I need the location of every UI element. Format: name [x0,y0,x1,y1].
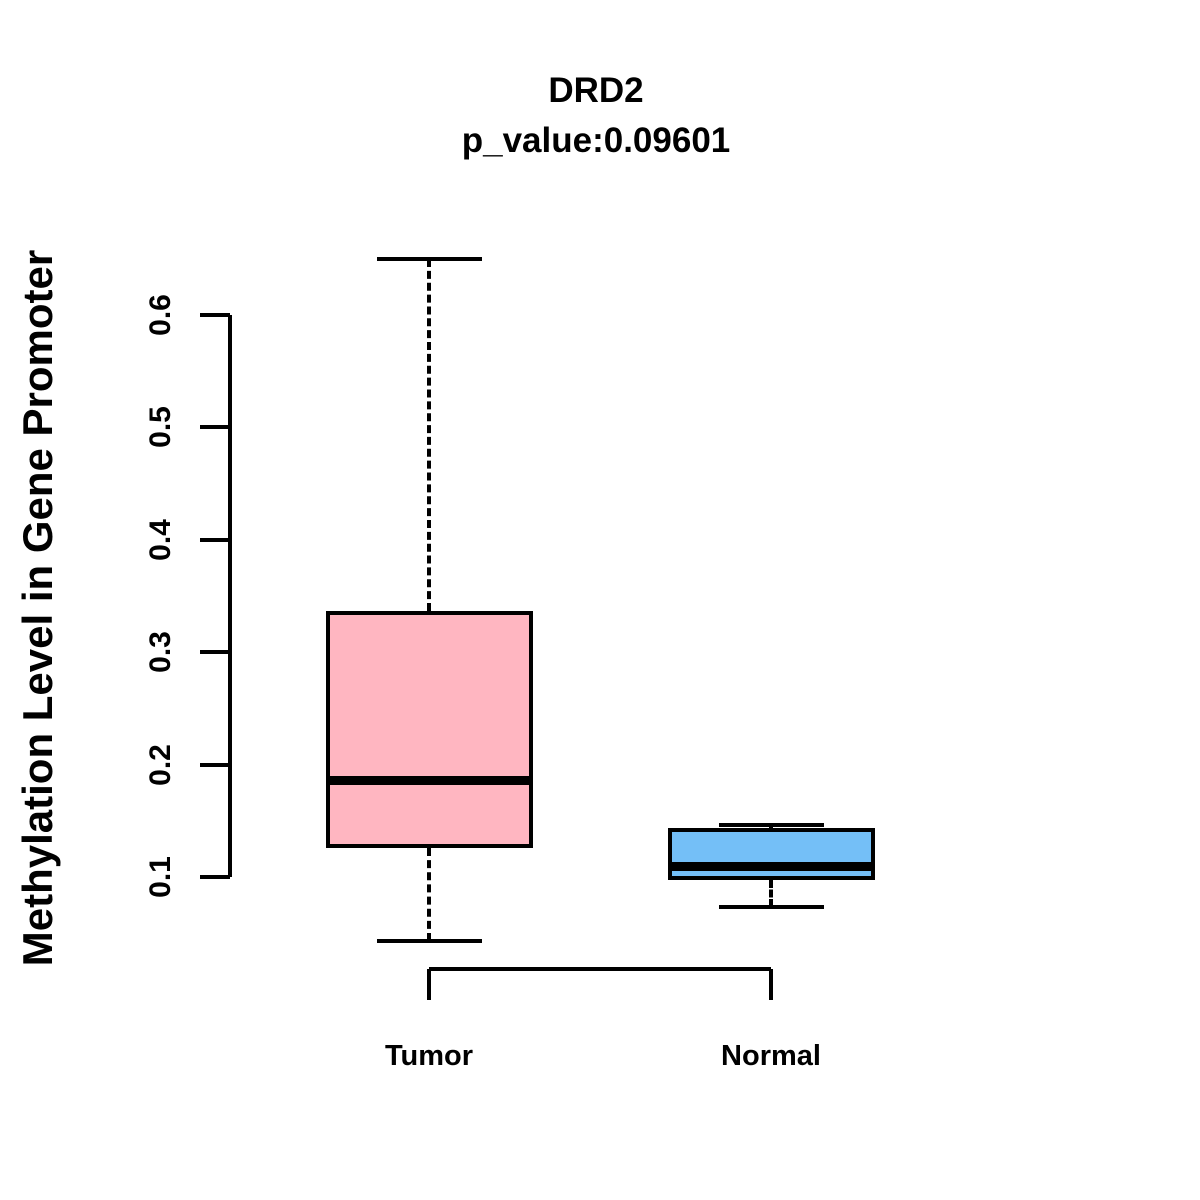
x-tick-label-normal: Normal [721,1040,821,1072]
upper-whisker-line [427,259,431,611]
y-tick-label-text: 0.1 [144,856,177,898]
lower-whisker-cap [376,939,482,943]
y-axis-tick [200,313,230,317]
y-tick-label-text: 0.6 [144,294,177,336]
y-tick-label-text: 0.2 [144,744,177,786]
y-axis-tick [200,875,230,879]
median-line [667,861,875,871]
chart-title: DRD2 [548,71,644,110]
box-normal [667,828,875,880]
lower-whisker-cap [718,905,824,909]
x-axis-line [429,967,771,971]
y-axis-tick [200,763,230,767]
lower-whisker-line [769,880,773,907]
y-axis-tick [200,650,230,654]
median-line [325,775,533,785]
y-tick-label-text: 0.4 [144,519,177,561]
x-tick-label-tumor: Tumor [384,1040,474,1072]
lower-whisker-line [427,848,431,941]
box-tumor [325,611,533,848]
upper-whisker-cap [376,257,482,261]
upper-whisker-cap [718,823,824,827]
chart-title-block: DRD2 p_value:0.09601 [230,66,962,166]
y-axis-title-text: Methylation Level in Gene Promoter [14,249,61,967]
y-axis-tick [200,538,230,542]
x-axis-tick [769,969,773,1000]
y-tick-label-text: 0.3 [144,631,177,673]
x-axis-tick [427,969,431,1000]
y-axis-line [228,315,232,877]
y-axis-tick [200,425,230,429]
y-tick-label-text: 0.5 [144,406,177,448]
chart-subtitle: p_value:0.09601 [461,121,731,160]
